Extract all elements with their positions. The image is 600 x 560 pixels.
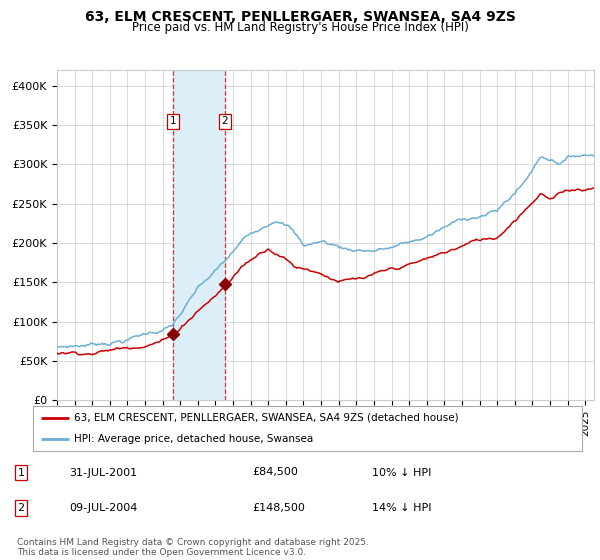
Bar [173,70,225,400]
Text: Price paid vs. HM Land Registry's House Price Index (HPI): Price paid vs. HM Land Registry's House … [131,21,469,34]
Text: 1: 1 [170,116,176,126]
Text: 31-JUL-2001: 31-JUL-2001 [69,468,137,478]
Text: 09-JUL-2004: 09-JUL-2004 [69,503,137,513]
Text: £148,500: £148,500 [252,503,305,513]
Text: £84,500: £84,500 [252,468,298,478]
Text: 63, ELM CRESCENT, PENLLERGAER, SWANSEA, SA4 9ZS: 63, ELM CRESCENT, PENLLERGAER, SWANSEA, … [85,10,515,24]
Text: 1: 1 [17,468,25,478]
Text: Contains HM Land Registry data © Crown copyright and database right 2025.
This d: Contains HM Land Registry data © Crown c… [17,538,368,557]
Text: 10% ↓ HPI: 10% ↓ HPI [372,468,431,478]
Text: HPI: Average price, detached house, Swansea: HPI: Average price, detached house, Swan… [74,434,313,444]
Text: 2: 2 [221,116,228,126]
Text: 14% ↓ HPI: 14% ↓ HPI [372,503,431,513]
Text: 63, ELM CRESCENT, PENLLERGAER, SWANSEA, SA4 9ZS (detached house): 63, ELM CRESCENT, PENLLERGAER, SWANSEA, … [74,413,459,423]
Text: 2: 2 [17,503,25,513]
